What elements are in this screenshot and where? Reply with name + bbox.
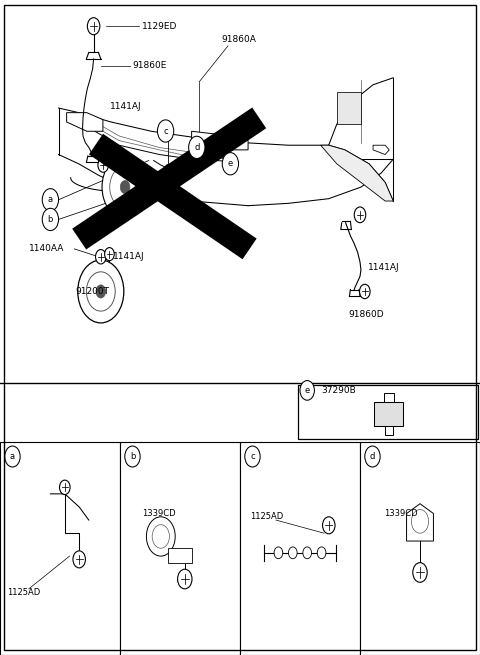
Polygon shape — [321, 145, 393, 201]
Polygon shape — [373, 145, 389, 155]
Circle shape — [177, 163, 183, 171]
Text: c: c — [250, 452, 255, 461]
Circle shape — [42, 189, 59, 211]
Text: 1339CD: 1339CD — [384, 509, 418, 518]
Bar — [374, 402, 403, 426]
Circle shape — [110, 166, 141, 208]
Circle shape — [288, 547, 297, 559]
Circle shape — [413, 563, 427, 582]
Text: 91860E: 91860E — [132, 61, 167, 70]
Circle shape — [152, 525, 169, 548]
Circle shape — [146, 517, 175, 556]
Text: d: d — [194, 143, 200, 152]
Bar — [384, 393, 394, 402]
Text: c: c — [163, 126, 168, 136]
Circle shape — [5, 446, 20, 467]
Bar — [168, 548, 192, 563]
Circle shape — [360, 284, 370, 299]
Circle shape — [365, 446, 380, 467]
Text: a: a — [48, 195, 53, 204]
Circle shape — [411, 510, 429, 533]
Circle shape — [87, 18, 100, 35]
Bar — [120, 442, 240, 655]
Polygon shape — [407, 504, 433, 541]
Text: e: e — [305, 386, 310, 395]
Circle shape — [157, 120, 174, 142]
Text: 37290B: 37290B — [322, 386, 356, 395]
Text: 91860D: 91860D — [348, 310, 384, 319]
Text: e: e — [228, 159, 233, 168]
Circle shape — [125, 446, 140, 467]
Polygon shape — [67, 113, 103, 131]
Bar — [385, 426, 393, 435]
Text: 1129ED: 1129ED — [142, 22, 177, 31]
Text: 1339CD: 1339CD — [142, 509, 175, 518]
Circle shape — [317, 547, 326, 559]
Circle shape — [303, 547, 312, 559]
Circle shape — [222, 153, 239, 175]
Circle shape — [165, 164, 171, 172]
Circle shape — [78, 260, 124, 323]
Circle shape — [102, 156, 148, 219]
Circle shape — [98, 158, 108, 172]
Circle shape — [96, 250, 106, 264]
Circle shape — [274, 547, 283, 559]
Circle shape — [60, 480, 70, 495]
Circle shape — [354, 207, 366, 223]
Text: a: a — [10, 452, 15, 461]
Text: b: b — [130, 452, 135, 461]
Bar — [298, 385, 478, 439]
Circle shape — [120, 181, 130, 194]
Circle shape — [105, 248, 114, 261]
Text: b: b — [48, 215, 53, 224]
Bar — [240, 442, 360, 655]
Text: 91200T: 91200T — [76, 287, 110, 296]
Circle shape — [189, 136, 205, 159]
Text: 91860A: 91860A — [222, 35, 257, 44]
Circle shape — [96, 285, 106, 298]
Bar — [0, 442, 120, 655]
Text: d: d — [370, 452, 375, 461]
Polygon shape — [337, 92, 361, 124]
Circle shape — [86, 272, 115, 311]
Circle shape — [245, 446, 260, 467]
Text: 1141AJ: 1141AJ — [368, 263, 399, 272]
Circle shape — [300, 381, 314, 400]
Text: 1125AD: 1125AD — [250, 512, 283, 521]
Text: 1141AJ: 1141AJ — [113, 252, 144, 261]
Polygon shape — [192, 131, 248, 150]
Text: 1141AJ: 1141AJ — [110, 102, 142, 111]
Text: 1140AA: 1140AA — [29, 244, 64, 253]
Circle shape — [323, 517, 335, 534]
Circle shape — [42, 208, 59, 231]
Circle shape — [73, 551, 85, 568]
Bar — [360, 442, 480, 655]
Circle shape — [178, 569, 192, 589]
Text: 1125AD: 1125AD — [7, 588, 40, 597]
